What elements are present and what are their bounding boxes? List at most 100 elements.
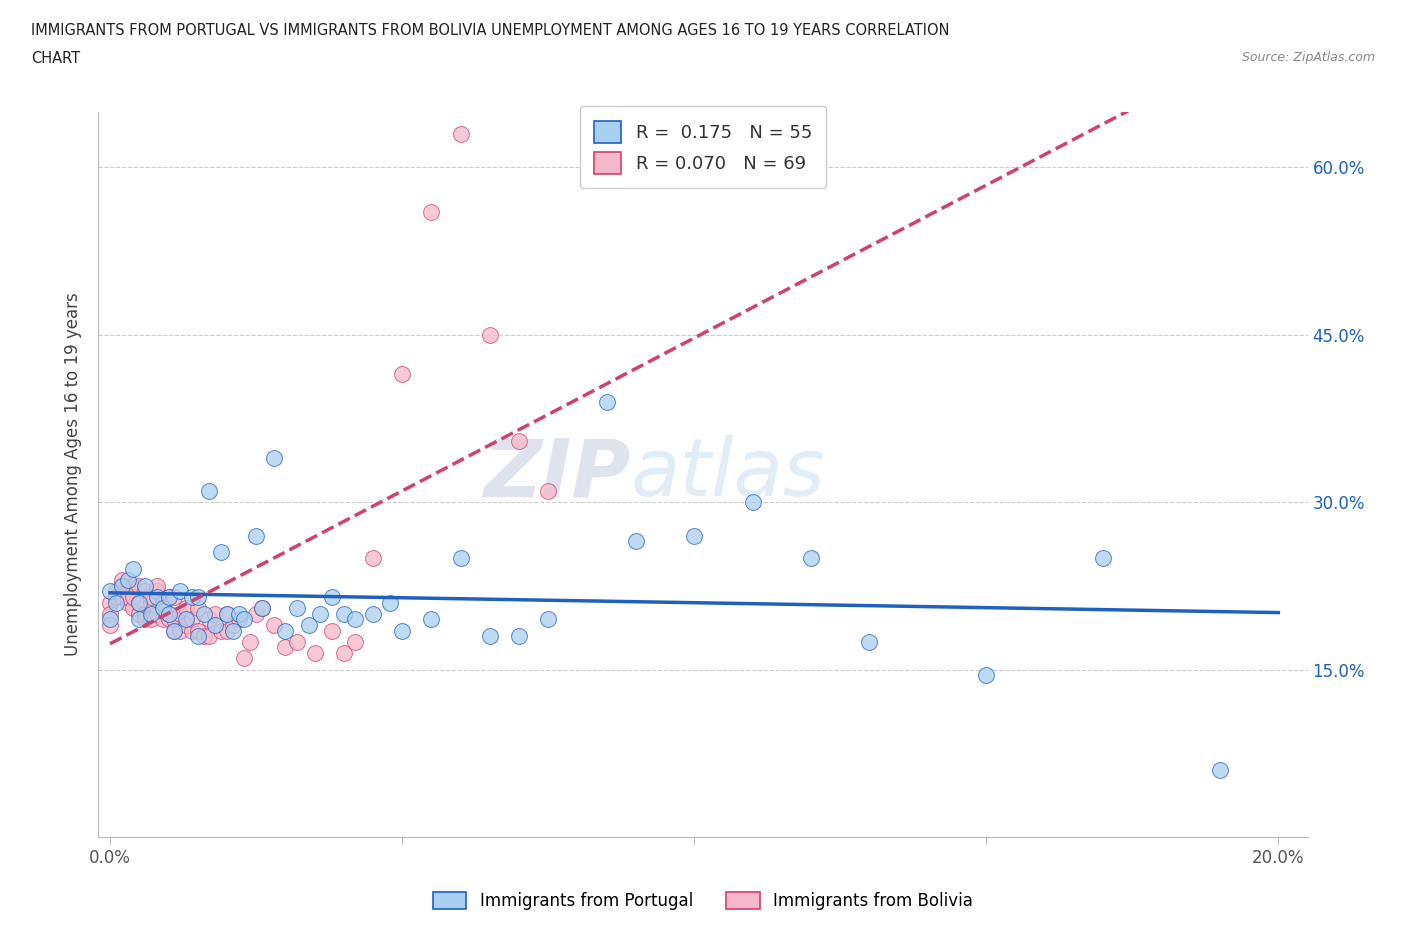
Point [193,629,215,644]
Point [420,612,443,627]
Point [209,623,232,638]
Point [174,612,197,627]
Point [169,606,191,621]
Point [245,606,267,621]
Point [741,495,763,510]
Point [800,551,823,565]
Point [228,606,250,621]
Point [344,612,367,627]
Point [122,562,145,577]
Point [128,612,150,627]
Point [285,601,308,616]
Point [117,595,139,610]
Point [198,612,221,627]
Point [683,528,706,543]
Point [134,612,156,627]
Point [111,573,134,588]
Point [146,584,169,599]
Point [139,595,162,610]
Text: atlas: atlas [630,435,825,513]
Point [450,551,472,565]
Point [450,126,472,141]
Point [146,606,169,621]
Point [222,618,245,632]
Point [104,584,127,599]
Point [128,595,150,610]
Point [304,645,326,660]
Point [309,606,332,621]
Point [146,578,169,593]
Point [180,623,202,638]
Point [420,205,443,219]
Point [209,545,232,560]
Point [139,590,162,604]
Point [1209,763,1232,777]
Point [250,601,273,616]
Text: CHART: CHART [31,51,80,66]
Point [233,612,256,627]
Point [169,584,191,599]
Point [111,578,134,593]
Text: ZIP: ZIP [484,435,630,513]
Point [174,618,197,632]
Point [245,528,267,543]
Point [146,590,169,604]
Point [274,623,297,638]
Text: Source: ZipAtlas.com: Source: ZipAtlas.com [1241,51,1375,64]
Point [98,606,121,621]
Point [128,578,150,593]
Point [98,612,121,627]
Point [139,606,162,621]
Legend: R =  0.175   N = 55, R = 0.070   N = 69: R = 0.175 N = 55, R = 0.070 N = 69 [579,106,827,188]
Point [152,595,174,610]
Point [285,634,308,649]
Point [111,590,134,604]
Point [537,612,560,627]
Point [298,618,321,632]
Point [215,606,238,621]
Point [134,578,156,593]
Point [163,623,186,638]
Point [478,629,501,644]
Point [193,606,215,621]
Point [595,394,617,409]
Point [180,590,202,604]
Point [344,634,367,649]
Point [163,612,186,627]
Point [537,484,560,498]
Point [215,606,238,621]
Point [187,590,209,604]
Point [104,590,127,604]
Point [1092,551,1115,565]
Point [204,618,226,632]
Point [198,484,221,498]
Point [228,612,250,627]
Point [187,629,209,644]
Point [215,623,238,638]
Point [157,606,180,621]
Point [134,606,156,621]
Legend: Immigrants from Portugal, Immigrants from Bolivia: Immigrants from Portugal, Immigrants fro… [426,885,980,917]
Point [858,634,880,649]
Point [111,578,134,593]
Point [157,590,180,604]
Point [152,612,174,627]
Point [233,651,256,666]
Point [198,629,221,644]
Point [117,584,139,599]
Point [157,612,180,627]
Point [117,590,139,604]
Point [98,595,121,610]
Point [163,590,186,604]
Point [391,366,413,381]
Point [169,623,191,638]
Text: IMMIGRANTS FROM PORTUGAL VS IMMIGRANTS FROM BOLIVIA UNEMPLOYMENT AMONG AGES 16 T: IMMIGRANTS FROM PORTUGAL VS IMMIGRANTS F… [31,23,949,38]
Point [263,450,285,465]
Point [117,573,139,588]
Point [204,606,226,621]
Point [391,623,413,638]
Point [321,623,343,638]
Point [152,601,174,616]
Point [332,606,354,621]
Point [104,595,127,610]
